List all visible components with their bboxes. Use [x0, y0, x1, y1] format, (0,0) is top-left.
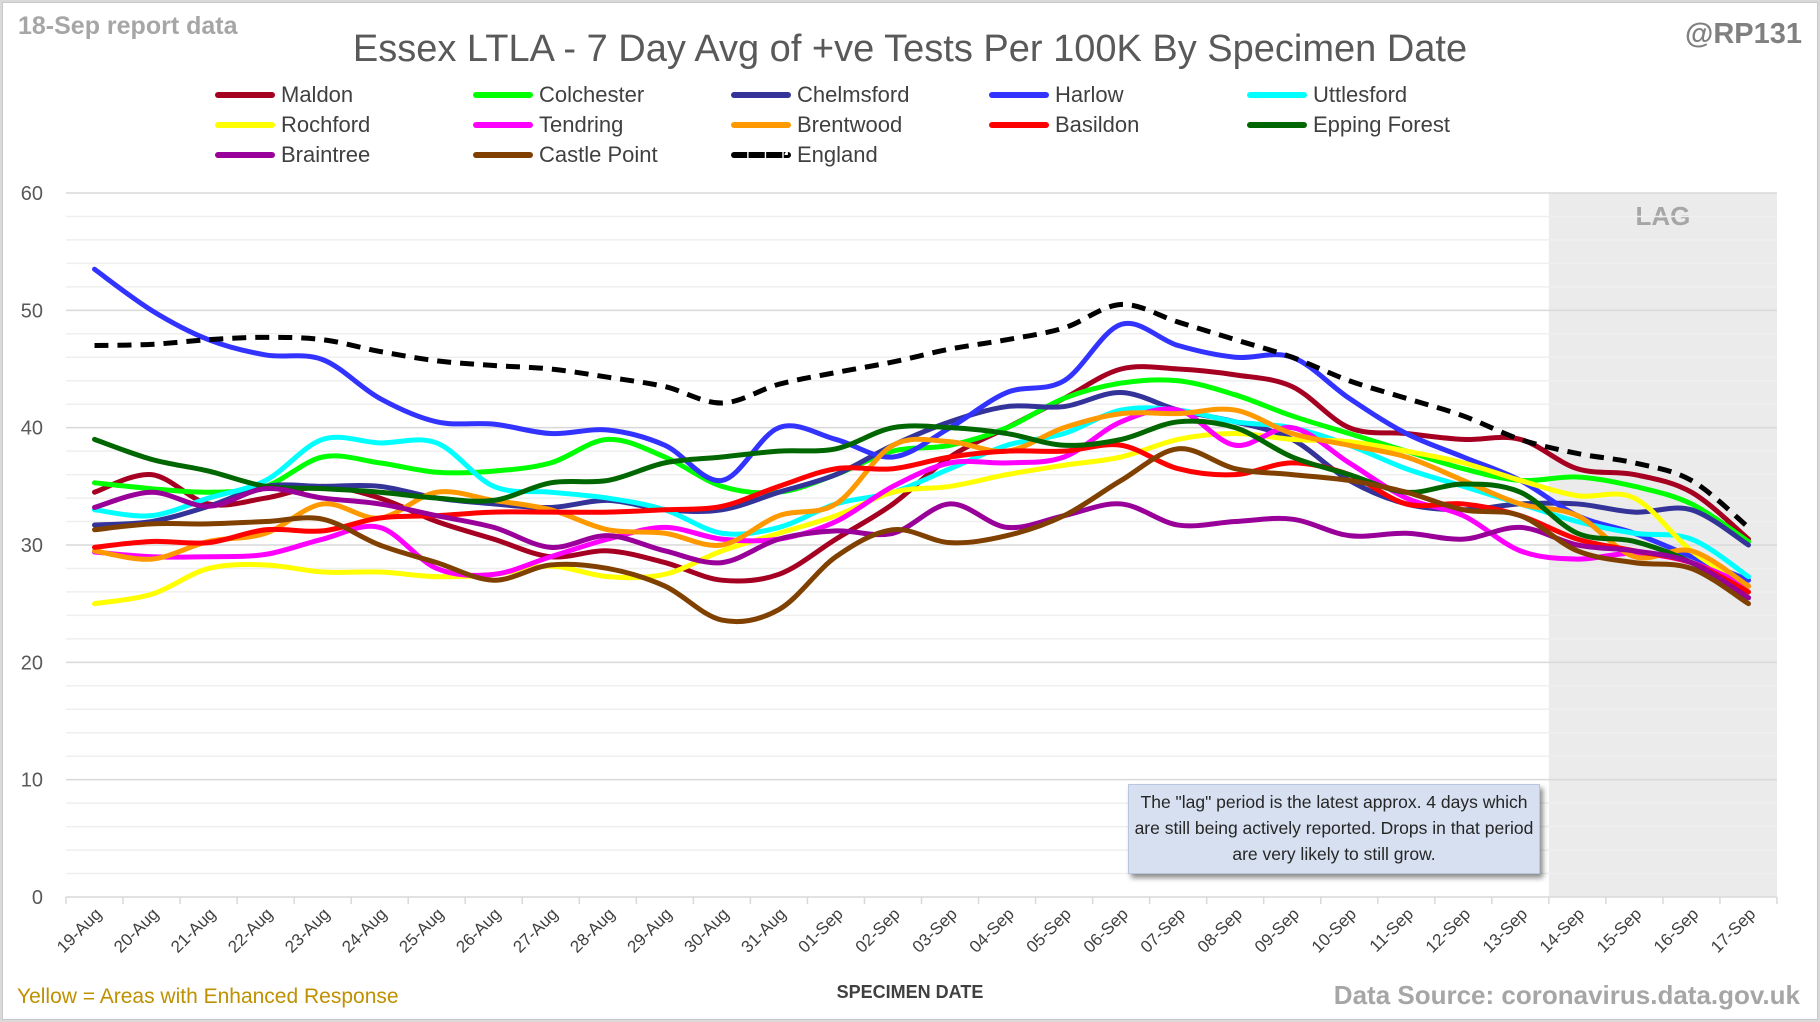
- series-line-harlow: [92, 266, 1751, 583]
- legend-label: Harlow: [1055, 82, 1124, 107]
- series-line-basildon: [92, 442, 1751, 595]
- legend-item-harlow: Harlow: [989, 82, 1123, 108]
- x-tick-label: 30-Aug: [681, 904, 733, 956]
- legend-item-braintree: Braintree: [215, 142, 370, 168]
- legend-label: Tendring: [539, 112, 624, 137]
- legend-item-tendring: Tendring: [473, 112, 623, 138]
- series-line-maldon: [92, 364, 1751, 584]
- x-tick-label: 07-Sep: [1137, 904, 1189, 956]
- y-tick-label: 60: [21, 183, 43, 205]
- legend-swatch: [731, 152, 791, 158]
- legend-label: Colchester: [539, 82, 645, 107]
- x-tick-label: 26-Aug: [452, 904, 504, 956]
- legend-swatch: [1247, 92, 1307, 98]
- y-tick-label: 20: [21, 652, 43, 674]
- legend-item-rochford: Rochford: [215, 112, 370, 138]
- legend-swatch: [215, 92, 275, 98]
- chart-title: Essex LTLA - 7 Day Avg of +ve Tests Per …: [352, 28, 1468, 70]
- y-tick-label: 30: [21, 535, 43, 557]
- legend-label: Basildon: [1055, 112, 1140, 137]
- legend-swatch: [215, 152, 275, 158]
- x-tick-label: 25-Aug: [395, 904, 447, 956]
- legend-item-england: England: [731, 142, 878, 168]
- legend-label: Castle Point: [539, 142, 658, 167]
- x-tick-label: 09-Sep: [1251, 904, 1303, 956]
- author-handle: @RP131: [1685, 18, 1802, 50]
- legend-swatch: [473, 152, 533, 158]
- enhanced-response-note: Yellow = Areas with Enhanced Response: [17, 985, 399, 1008]
- legend-label: Brentwood: [797, 112, 903, 137]
- x-tick-label: 20-Aug: [110, 904, 162, 956]
- x-tick-label: 21-Aug: [167, 904, 219, 956]
- x-tick-label: 05-Sep: [1023, 904, 1075, 956]
- legend-label: Rochford: [281, 112, 371, 137]
- x-tick-label: 14-Sep: [1536, 904, 1588, 956]
- legend-item-maldon: Maldon: [215, 82, 353, 108]
- x-tick-label: 02-Sep: [852, 904, 904, 956]
- x-tick-label: 15-Sep: [1593, 904, 1645, 956]
- y-tick-label: 40: [21, 418, 43, 440]
- legend-item-castle-point: Castle Point: [473, 142, 658, 168]
- x-tick-label: 08-Sep: [1194, 904, 1246, 956]
- x-tick-label: 11-Sep: [1366, 904, 1417, 955]
- legend-label: Epping Forest: [1313, 112, 1450, 137]
- x-tick-label: 12-Sep: [1422, 904, 1474, 956]
- series-line-epping-forest: [92, 418, 1751, 601]
- x-tick-label: 27-Aug: [509, 904, 561, 956]
- legend-swatch: [989, 122, 1049, 128]
- report-date-label: 18-Sep report data: [18, 12, 238, 40]
- legend-label: Chelmsford: [797, 82, 910, 107]
- legend-swatch: [473, 122, 533, 128]
- series-line-england: [94, 301, 1751, 530]
- legend-swatch: [215, 122, 275, 128]
- legend-swatch: [989, 92, 1049, 98]
- x-tick-label: 17-Sep: [1707, 904, 1759, 956]
- x-tick-label: 31-Aug: [738, 904, 790, 956]
- x-tick-label: 03-Sep: [909, 904, 961, 956]
- x-tick-label: 28-Aug: [566, 904, 618, 956]
- y-tick-label: 10: [21, 770, 43, 792]
- legend-item-epping-forest: Epping Forest: [1247, 112, 1450, 138]
- series-line-tendring: [92, 406, 1751, 589]
- series-line-rochford: [92, 431, 1751, 607]
- series-line-castle-point: [92, 446, 1751, 625]
- x-tick-label: 19-Aug: [53, 904, 105, 956]
- legend-item-brentwood: Brentwood: [731, 112, 902, 138]
- x-tick-label: 10-Sep: [1308, 904, 1360, 956]
- x-tick-label: 06-Sep: [1080, 904, 1132, 956]
- x-tick-label: 22-Aug: [224, 904, 276, 956]
- x-tick-label: 04-Sep: [966, 904, 1018, 956]
- legend-item-basildon: Basildon: [989, 112, 1139, 138]
- legend-swatch: [1247, 122, 1307, 128]
- x-tick-label: 23-Aug: [281, 904, 333, 956]
- x-tick-label: 24-Aug: [338, 904, 390, 956]
- x-axis-label: SPECIMEN DATE: [836, 982, 984, 1002]
- series-line-uttlesford: [92, 405, 1751, 580]
- legend-swatch: [731, 92, 791, 98]
- x-tick-label: 29-Aug: [623, 904, 675, 956]
- legend-item-colchester: Colchester: [473, 82, 644, 108]
- data-source: Data Source: coronavirus.data.gov.uk: [1333, 980, 1800, 1010]
- x-tick-label: 16-Sep: [1650, 904, 1702, 956]
- y-tick-label: 50: [21, 300, 43, 322]
- legend-item-chelmsford: Chelmsford: [731, 82, 909, 108]
- legend-swatch: [473, 92, 533, 98]
- legend-label: England: [797, 142, 878, 167]
- y-tick-label: 0: [32, 887, 43, 909]
- x-tick-label: 01-Sep: [795, 904, 847, 956]
- lag-note-box: The "lag" period is the latest approx. 4…: [1128, 784, 1540, 874]
- x-tick-label: 13-Sep: [1479, 904, 1531, 956]
- legend-label: Uttlesford: [1313, 82, 1408, 107]
- legend-item-uttlesford: Uttlesford: [1247, 82, 1407, 108]
- legend-label: Braintree: [281, 142, 371, 167]
- legend-swatch: [731, 122, 791, 128]
- legend-label: Maldon: [281, 82, 354, 107]
- series-line-braintree: [92, 486, 1751, 601]
